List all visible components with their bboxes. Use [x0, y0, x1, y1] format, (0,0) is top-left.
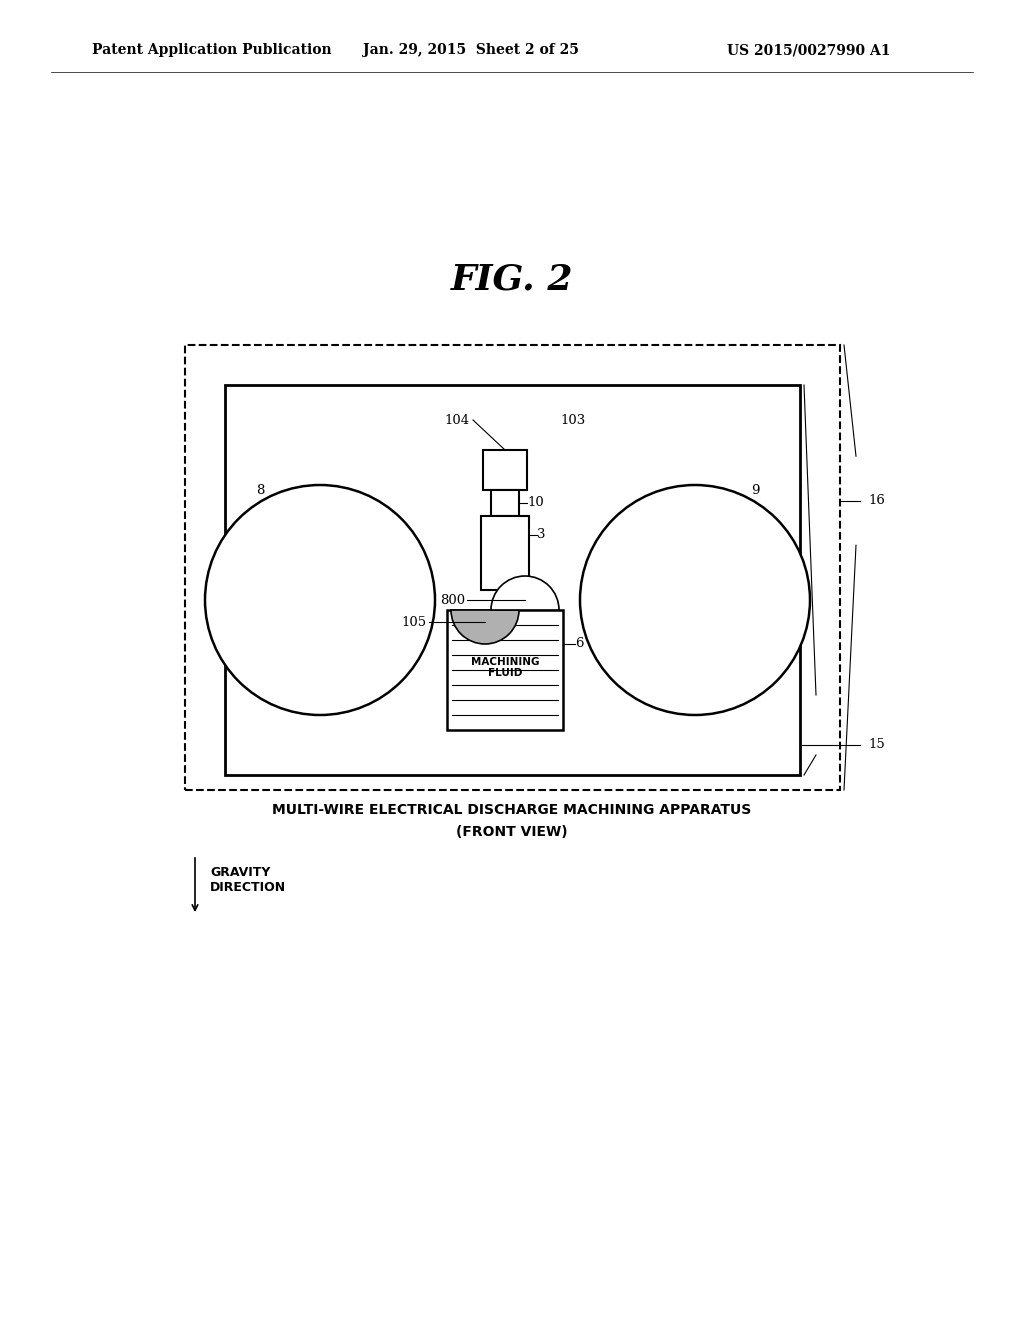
- Text: Jan. 29, 2015  Sheet 2 of 25: Jan. 29, 2015 Sheet 2 of 25: [364, 44, 579, 57]
- Text: 104: 104: [444, 413, 470, 426]
- Bar: [185, 345, 840, 789]
- Text: MACHINING
FLUID: MACHINING FLUID: [471, 657, 540, 678]
- Text: GRAVITY
DIRECTION: GRAVITY DIRECTION: [210, 866, 286, 894]
- Text: 8: 8: [256, 483, 264, 496]
- Circle shape: [205, 484, 435, 715]
- Text: MULTI-WIRE ELECTRICAL DISCHARGE MACHINING APPARATUS: MULTI-WIRE ELECTRICAL DISCHARGE MACHININ…: [272, 803, 752, 817]
- Bar: [490, 490, 519, 516]
- Bar: [447, 610, 563, 730]
- Text: 800: 800: [440, 594, 465, 606]
- Wedge shape: [490, 576, 559, 610]
- Text: 103: 103: [560, 413, 586, 426]
- Text: 15: 15: [868, 738, 885, 751]
- Text: (FRONT VIEW): (FRONT VIEW): [456, 825, 568, 840]
- Bar: [499, 590, 511, 610]
- Text: 105: 105: [401, 615, 427, 628]
- Text: FIG. 2: FIG. 2: [451, 263, 573, 297]
- Bar: [483, 450, 527, 490]
- Bar: [225, 385, 800, 775]
- Text: Patent Application Publication: Patent Application Publication: [92, 44, 332, 57]
- Text: 9: 9: [751, 483, 759, 496]
- Text: US 2015/0027990 A1: US 2015/0027990 A1: [727, 44, 891, 57]
- Bar: [481, 516, 529, 590]
- Wedge shape: [451, 610, 519, 644]
- Text: 16: 16: [868, 494, 885, 507]
- Circle shape: [580, 484, 810, 715]
- Text: 6: 6: [575, 638, 584, 651]
- Text: 10: 10: [527, 496, 544, 510]
- Text: 3: 3: [537, 528, 546, 541]
